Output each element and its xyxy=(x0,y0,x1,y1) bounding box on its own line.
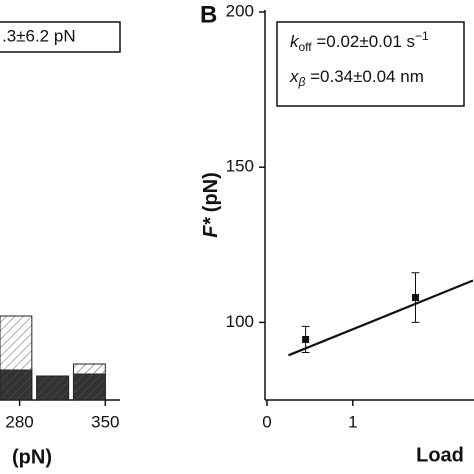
panel-label: B xyxy=(200,1,217,28)
annotation: .3±6.2 pN xyxy=(2,26,76,45)
y-tick-label: 150 xyxy=(226,157,254,176)
annotation: koff =0.02±0.01 s−1 xyxy=(290,29,429,54)
y-label-unit: (pN) xyxy=(200,172,222,218)
point xyxy=(411,294,419,302)
annotation: xβ =0.34±0.04 nm xyxy=(289,67,424,89)
bar xyxy=(0,315,33,401)
x-axis-label: (pN) xyxy=(12,446,52,468)
x-tick-label: 350 xyxy=(91,412,119,431)
annotation-box xyxy=(276,21,465,107)
y-label-symbol: F* xyxy=(200,217,222,238)
x-tick-label: 280 xyxy=(5,412,33,431)
value: =0.02±0.01 s xyxy=(312,32,415,51)
symbol: k xyxy=(290,32,300,51)
y-axis-label: F* (pN) xyxy=(200,172,222,238)
bar xyxy=(36,375,70,401)
subscript: off xyxy=(299,40,313,54)
x-axis-label: Load xyxy=(416,444,464,466)
symbol: x xyxy=(289,67,299,86)
y-tick-label: 100 xyxy=(226,312,254,331)
x-tick-label: 0 xyxy=(262,412,271,431)
superscript: −1 xyxy=(415,29,429,43)
bar xyxy=(72,363,106,401)
point xyxy=(302,335,310,343)
annotation-box xyxy=(0,21,121,53)
x-tick-label: 1 xyxy=(348,412,357,431)
y-tick-label: 200 xyxy=(226,1,254,20)
fit-line xyxy=(288,279,474,357)
value: =0.34±0.04 nm xyxy=(305,67,424,86)
subscript: β xyxy=(298,75,306,89)
